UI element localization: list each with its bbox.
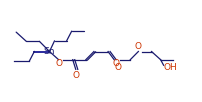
Text: O: O (73, 71, 80, 80)
Text: O: O (112, 59, 119, 68)
Text: O: O (135, 42, 142, 51)
Text: Sn: Sn (44, 47, 55, 56)
Text: O: O (55, 59, 62, 68)
Text: OH: OH (164, 63, 177, 72)
Text: O: O (115, 63, 122, 72)
